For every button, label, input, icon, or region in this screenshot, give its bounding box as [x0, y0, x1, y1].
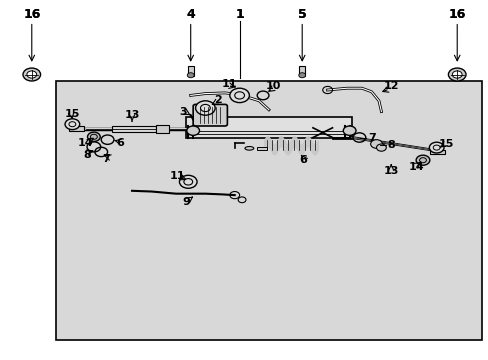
Text: 4: 4 [186, 8, 195, 21]
Bar [185, 117, 351, 138]
Text: 9: 9 [182, 197, 189, 207]
Circle shape [186, 126, 199, 135]
Text: 15: 15 [64, 109, 80, 119]
Circle shape [415, 155, 429, 165]
Text: 4: 4 [186, 8, 195, 21]
Text: 6: 6 [299, 155, 306, 165]
Circle shape [447, 68, 465, 81]
Text: 12: 12 [383, 81, 398, 91]
Text: 13: 13 [124, 110, 140, 120]
Text: 5: 5 [297, 8, 306, 21]
Circle shape [27, 71, 37, 78]
Bar [299, 66, 305, 76]
Text: 7: 7 [102, 154, 110, 164]
Circle shape [376, 144, 386, 151]
Text: 7: 7 [367, 132, 375, 143]
Text: 16: 16 [447, 8, 465, 21]
Circle shape [298, 73, 305, 78]
Text: 16: 16 [23, 8, 41, 21]
Text: 16: 16 [23, 8, 41, 21]
Bar [429, 150, 444, 154]
Text: 11: 11 [222, 78, 237, 89]
Circle shape [370, 140, 382, 148]
Circle shape [65, 119, 80, 130]
Text: 1: 1 [235, 8, 244, 21]
Circle shape [179, 175, 197, 188]
Bar [256, 147, 266, 150]
Bar [156, 125, 168, 133]
Circle shape [187, 73, 194, 78]
Text: 8: 8 [386, 140, 394, 150]
Text: 16: 16 [447, 8, 465, 21]
Text: 15: 15 [437, 139, 453, 149]
Text: 6: 6 [116, 138, 123, 148]
Text: 1: 1 [235, 8, 244, 21]
Bar [112, 126, 156, 132]
FancyBboxPatch shape [193, 104, 227, 126]
Text: 14: 14 [78, 138, 93, 148]
Text: 10: 10 [265, 81, 281, 91]
Text: 14: 14 [408, 162, 424, 172]
Ellipse shape [244, 147, 253, 150]
Text: 2: 2 [213, 95, 221, 105]
Circle shape [23, 68, 41, 81]
Text: 5: 5 [297, 8, 306, 21]
Text: 3: 3 [179, 107, 187, 117]
Circle shape [343, 126, 355, 135]
Bar [69, 126, 84, 131]
Bar [56, 81, 481, 340]
Circle shape [195, 101, 215, 115]
Text: 11: 11 [169, 171, 184, 181]
Text: 13: 13 [383, 166, 398, 176]
Circle shape [87, 132, 100, 141]
Text: 8: 8 [83, 150, 91, 160]
Circle shape [229, 88, 249, 103]
Circle shape [428, 142, 443, 153]
Circle shape [451, 71, 461, 78]
Bar [187, 66, 193, 76]
